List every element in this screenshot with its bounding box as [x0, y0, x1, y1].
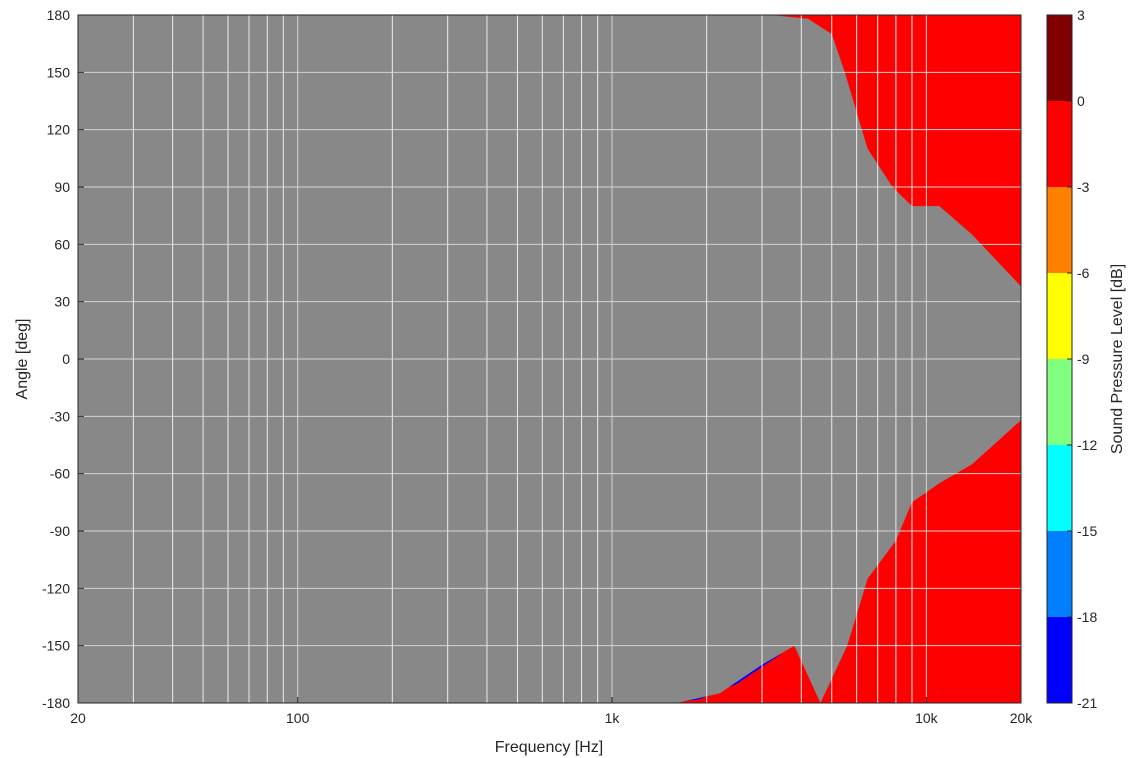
y-tick-label: 30	[54, 294, 70, 310]
y-tick-label: -150	[42, 638, 70, 654]
colorbar-swatch	[1047, 531, 1072, 617]
colorbar-tick-label: 0	[1077, 93, 1085, 109]
y-tick-label: -30	[50, 408, 70, 424]
x-tick-label: 10k	[915, 710, 939, 726]
colorbar-swatch	[1047, 617, 1072, 703]
colorbar-tick-label: -6	[1077, 265, 1090, 281]
x-axis-ticks: 20 100 1k 10k 20k	[70, 697, 1033, 726]
x-tick-label: 100	[286, 710, 310, 726]
y-axis-label: Angle [deg]	[14, 319, 31, 400]
y-tick-label: -60	[50, 466, 70, 482]
colorbar-tick-label: -9	[1077, 351, 1090, 367]
colorbar-swatch	[1047, 445, 1072, 531]
x-tick-label: 20k	[1010, 710, 1034, 726]
colorbar-swatch	[1047, 101, 1072, 187]
y-tick-label: 60	[54, 236, 70, 252]
x-tick-label: 20	[70, 710, 86, 726]
colorbar-tick-label: -3	[1077, 179, 1090, 195]
colorbar-tick-label: 3	[1077, 7, 1085, 23]
y-tick-label: 0	[62, 351, 70, 367]
colorbar-swatch	[1047, 187, 1072, 273]
colorbar-tick-label: -12	[1077, 437, 1097, 453]
colorbar-tick-label: -21	[1077, 695, 1097, 711]
y-tick-label: 90	[54, 179, 70, 195]
y-tick-label: -120	[42, 580, 70, 596]
x-tick-label: 1k	[605, 710, 621, 726]
y-tick-label: -180	[42, 695, 70, 711]
y-tick-label: -90	[50, 523, 70, 539]
y-tick-label: 120	[47, 122, 71, 138]
grid-lines	[78, 14, 1021, 704]
colorbar-tick-label: -15	[1077, 523, 1097, 539]
y-tick-label: 150	[47, 64, 71, 80]
colorbar: 3 0 -3 -6 -9 -12 -15 -18 -21	[1046, 7, 1097, 711]
y-axis-ticks: 180 150 120 90 60 30 0 -30 -60 -90 -120 -150 -180	[42, 7, 84, 711]
colorbar-swatch	[1047, 359, 1072, 445]
colorbar-tick-label: -18	[1077, 609, 1097, 625]
colorbar-swatch	[1047, 15, 1072, 101]
y-tick-label: 180	[47, 7, 71, 23]
x-axis-label: Frequency [Hz]	[495, 739, 603, 756]
colorbar-swatch	[1047, 273, 1072, 359]
colorbar-label: Sound Pressure Level [dB]	[1109, 264, 1126, 454]
